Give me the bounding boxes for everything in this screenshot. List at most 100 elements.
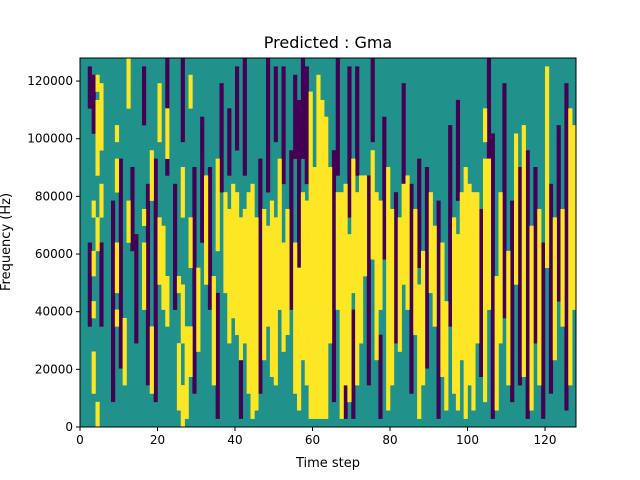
- heatmap-cell-high: [463, 284, 468, 294]
- heatmap-cell-high: [304, 334, 309, 344]
- heatmap-cell-high: [250, 385, 255, 394]
- heatmap-cell-high: [359, 309, 364, 319]
- heatmap-cell-high: [370, 242, 375, 252]
- heatmap-cell-high: [405, 225, 410, 235]
- heatmap-cell-high: [529, 309, 534, 319]
- heatmap-cell-high: [545, 74, 550, 84]
- heatmap-cell-low: [424, 192, 430, 201]
- heatmap-cell-low: [192, 234, 197, 243]
- heatmap-cell-high: [312, 351, 317, 361]
- heatmap-cell-high: [184, 410, 189, 419]
- heatmap-cell-low: [510, 343, 515, 352]
- heatmap-cell-low: [331, 393, 337, 403]
- heatmap-cell-high: [300, 217, 306, 227]
- heatmap-cell-high: [413, 208, 418, 218]
- heatmap-cell-high: [285, 292, 290, 302]
- heatmap-cell-high: [486, 158, 492, 168]
- heatmap-cell-high: [514, 259, 519, 268]
- heatmap-cell-high: [355, 359, 360, 369]
- heatmap-cell-high: [99, 192, 104, 201]
- heatmap-cell-low: [564, 326, 569, 336]
- heatmap-cell-low: [207, 242, 213, 252]
- heatmap-cell-low: [242, 116, 247, 126]
- heatmap-cell-high: [475, 225, 480, 235]
- heatmap-cell-low: [111, 284, 116, 294]
- heatmap-cell-high: [312, 284, 317, 294]
- heatmap-cell-high: [95, 167, 100, 176]
- heatmap-cell-high: [343, 359, 348, 369]
- heatmap-cell-low: [304, 116, 309, 126]
- x-tick-label: 0: [76, 433, 84, 447]
- heatmap-cell-high: [405, 301, 410, 310]
- heatmap-cell-high: [312, 183, 317, 193]
- heatmap-cell-high: [529, 225, 534, 235]
- heatmap-cell-low: [436, 292, 441, 302]
- heatmap-cell-high: [149, 343, 154, 352]
- heatmap-cell-low: [130, 183, 135, 193]
- heatmap-cell-high: [157, 217, 162, 227]
- heatmap-cell-high: [471, 376, 476, 386]
- heatmap-cell-high: [262, 326, 267, 336]
- heatmap-cell-high: [386, 225, 391, 235]
- heatmap-cell-high: [521, 301, 526, 310]
- heatmap-cell-high: [308, 368, 313, 377]
- heatmap-cell-high: [440, 309, 445, 319]
- heatmap-cell-high: [560, 317, 565, 327]
- heatmap-cell-high: [285, 250, 290, 260]
- heatmap-cell-low: [145, 351, 151, 361]
- heatmap-cell-high: [269, 284, 275, 294]
- heatmap-cell-low: [99, 317, 104, 327]
- heatmap-cell-low: [87, 317, 92, 327]
- heatmap-cell-high: [269, 292, 275, 302]
- heatmap-cell-low: [289, 208, 294, 218]
- heatmap-cell-low: [548, 234, 554, 243]
- heatmap-cell-low: [490, 200, 495, 210]
- heatmap-cell-high: [494, 334, 499, 344]
- heatmap-cell-low: [517, 259, 523, 268]
- heatmap-cell-high: [223, 234, 228, 243]
- heatmap-cell-low: [448, 292, 453, 302]
- heatmap-cell-high: [390, 284, 395, 294]
- heatmap-cell-high: [339, 368, 344, 377]
- heatmap-cell-low: [541, 343, 546, 352]
- heatmap-cell-high: [184, 393, 189, 403]
- heatmap-cell-high: [339, 225, 344, 235]
- heatmap-cell-low: [436, 317, 441, 327]
- heatmap-cell-low: [525, 192, 530, 201]
- heatmap-cell-high: [250, 368, 255, 377]
- heatmap-cell-high: [471, 192, 476, 201]
- y-tick-label: 0: [65, 420, 73, 434]
- heatmap-cell-low: [145, 326, 151, 336]
- heatmap-cell-high: [281, 284, 286, 294]
- heatmap-cell-high: [405, 250, 410, 260]
- heatmap-cell-low: [401, 133, 406, 143]
- heatmap-cell-high: [335, 225, 340, 235]
- heatmap-cell-low: [111, 326, 116, 336]
- heatmap-cell-low: [281, 158, 286, 168]
- heatmap-cell-high: [386, 326, 391, 336]
- heatmap-cell-high: [328, 267, 333, 277]
- heatmap-cell-high: [277, 167, 282, 176]
- heatmap-cell-high: [351, 192, 356, 201]
- heatmap-cell-low: [242, 58, 247, 67]
- heatmap-cell-low: [153, 217, 158, 227]
- heatmap-cell-high: [142, 284, 147, 294]
- heatmap-cell-high: [568, 343, 573, 352]
- heatmap-cell-high: [273, 292, 278, 302]
- heatmap-cell-high: [545, 66, 550, 76]
- heatmap-cell-low: [87, 292, 92, 302]
- heatmap-cell-low: [111, 208, 116, 218]
- heatmap-cell-high: [242, 267, 247, 277]
- heatmap-cell-low: [207, 225, 213, 235]
- heatmap-cell-low: [258, 368, 263, 377]
- heatmap-cell-high: [273, 217, 278, 227]
- heatmap-cell-high: [506, 284, 511, 294]
- heatmap-cell-low: [502, 292, 507, 302]
- heatmap-cell-low: [436, 200, 441, 210]
- heatmap-cell-high: [386, 334, 391, 344]
- heatmap-cell-high: [370, 225, 375, 235]
- heatmap-cell-high: [417, 284, 422, 294]
- heatmap-cell-high: [572, 167, 577, 176]
- heatmap-cell-high: [560, 225, 565, 235]
- heatmap-cell-low: [134, 309, 139, 319]
